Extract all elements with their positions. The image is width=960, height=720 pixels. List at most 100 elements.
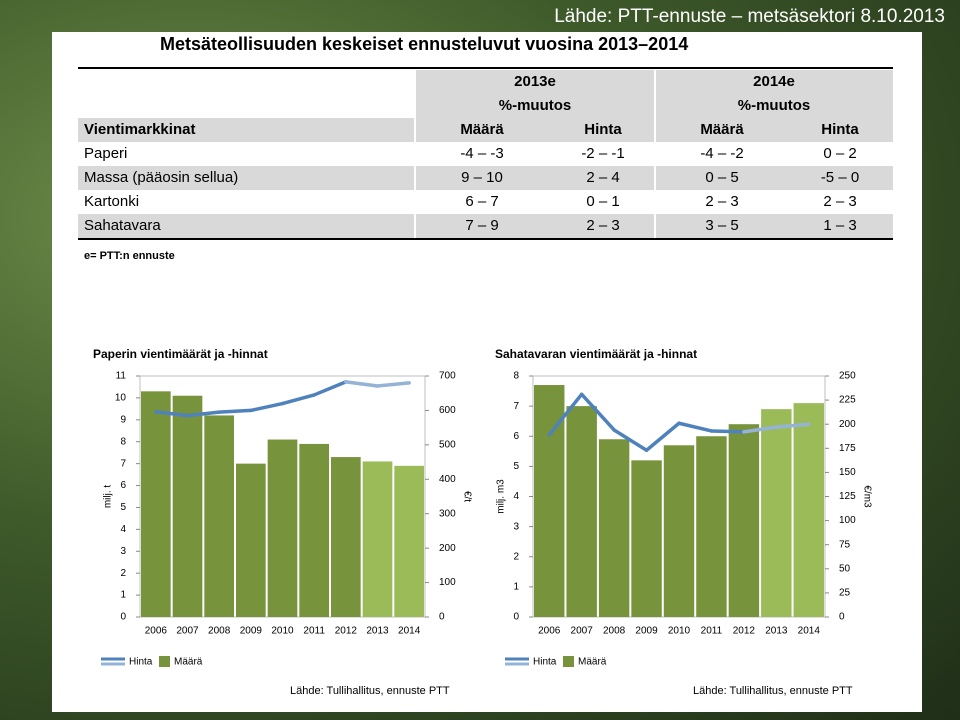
y2-tick-label: 50 <box>839 563 851 574</box>
y-tick-label: 0 <box>120 612 126 623</box>
y-tick-label: 5 <box>120 502 126 513</box>
x-tick-label: 2010 <box>271 626 294 637</box>
chart-source: Lähde: Tullihallitus, ennuste PTT <box>290 685 450 697</box>
bar <box>204 415 234 617</box>
y2-tick-label: 600 <box>439 405 456 416</box>
table-cell: -2 – -1 <box>581 145 624 162</box>
bar <box>236 463 266 617</box>
x-tick-label: 2014 <box>398 626 421 637</box>
legend-label: Määrä <box>578 657 607 668</box>
y-tick-label: 7 <box>513 401 519 412</box>
table-column-header: Hinta <box>584 121 622 138</box>
table-header-bg <box>78 118 893 142</box>
y2-tick-label: 700 <box>439 371 456 382</box>
line-segment <box>217 408 253 414</box>
y2-tick-label: 25 <box>839 588 851 599</box>
y-tick-label: 4 <box>513 491 519 502</box>
x-tick-label: 2009 <box>635 626 658 637</box>
y-tick-label: 2 <box>120 568 126 579</box>
line-segment <box>249 401 285 413</box>
legend-swatch <box>563 656 574 667</box>
x-tick-label: 2012 <box>733 626 756 637</box>
y2-tick-label: 0 <box>839 612 845 623</box>
x-tick-label: 2011 <box>303 626 325 637</box>
table-row-bg <box>78 214 893 238</box>
line-segment <box>154 410 190 418</box>
line-segment <box>612 428 649 452</box>
chart-title: Sahatavaran vientimäärät ja -hinnat <box>495 347 697 361</box>
table-group: 2014e <box>753 73 795 90</box>
y-axis-label: milj. m3 <box>496 479 507 514</box>
bar <box>761 409 792 617</box>
y-tick-label: 7 <box>120 458 126 469</box>
table-cell: 0 – 2 <box>823 145 856 162</box>
table-cell: 9 – 10 <box>461 169 503 186</box>
table-group: 2013e <box>514 73 556 90</box>
chart-title: Paperin vientimäärät ja -hinnat <box>93 347 268 361</box>
y-axis-label: milj. t <box>103 485 114 509</box>
line-segment <box>579 392 616 432</box>
y-tick-label: 8 <box>513 371 519 382</box>
line-segment <box>185 410 221 418</box>
line-segment <box>312 380 348 397</box>
y2-tick-label: 225 <box>839 395 856 406</box>
table-column-header: Määrä <box>700 121 744 138</box>
table-cell: 1 – 3 <box>823 217 856 234</box>
x-tick-label: 2010 <box>668 626 691 637</box>
x-tick-label: 2012 <box>335 626 358 637</box>
table-group-sub: %-muutos <box>499 97 572 114</box>
y2-tick-label: 250 <box>839 371 856 382</box>
table-cell: 7 – 9 <box>465 217 498 234</box>
line-segment <box>644 421 681 452</box>
y2-tick-label: 300 <box>439 508 456 519</box>
y-tick-label: 8 <box>120 436 126 447</box>
table-cell: Paperi <box>84 145 127 162</box>
table-column-header: Määrä <box>460 121 504 138</box>
y-tick-label: 4 <box>120 524 126 535</box>
bar <box>598 439 630 617</box>
table-cell: -5 – 0 <box>821 169 859 186</box>
y-tick-label: 10 <box>115 393 127 404</box>
y-tick-label: 11 <box>116 371 127 382</box>
table-cell: 3 – 5 <box>705 217 738 234</box>
y-tick-label: 3 <box>513 521 519 532</box>
table-cell: 2 – 3 <box>705 193 738 210</box>
chart-source: Lähde: Tullihallitus, ennuste PTT <box>693 685 853 697</box>
bar <box>793 403 824 617</box>
line-segment <box>709 429 746 434</box>
table-cell: Sahatavara <box>84 217 161 234</box>
line-segment <box>547 392 584 437</box>
x-tick-label: 2006 <box>145 626 168 637</box>
y2-axis-label: €/t <box>461 491 472 502</box>
y-tick-label: 1 <box>120 590 126 601</box>
table-cell: -4 – -3 <box>460 145 503 162</box>
x-tick-label: 2009 <box>240 626 263 637</box>
bar <box>299 443 329 617</box>
table-cell: 6 – 7 <box>465 193 498 210</box>
table-column-header: Hinta <box>821 121 859 138</box>
line-segment <box>375 381 411 388</box>
bar <box>267 439 298 617</box>
y-tick-label: 9 <box>120 414 126 425</box>
x-tick-label: 2011 <box>701 626 723 637</box>
y-tick-label: 0 <box>513 612 519 623</box>
source-header: Lähde: PTT-ennuste – metsäsektori 8.10.2… <box>554 6 945 27</box>
y-tick-label: 6 <box>120 480 126 491</box>
x-tick-label: 2007 <box>176 626 199 637</box>
bar <box>566 406 597 617</box>
x-tick-label: 2014 <box>798 626 821 637</box>
line-segment <box>742 425 779 434</box>
line-segment <box>280 393 316 406</box>
table-cell: -4 – -2 <box>700 145 743 162</box>
table-column-header: Vientimarkkinat <box>84 121 195 138</box>
legend-label: Hinta <box>129 657 153 668</box>
bar <box>663 445 695 617</box>
x-tick-label: 2013 <box>765 626 788 637</box>
legend-swatch <box>159 656 170 667</box>
x-tick-label: 2008 <box>208 626 231 637</box>
x-tick-label: 2006 <box>538 626 561 637</box>
y2-tick-label: 100 <box>439 577 456 588</box>
table-group-sub: %-muutos <box>738 97 811 114</box>
table-cell: Massa (pääosin sellua) <box>84 169 238 186</box>
